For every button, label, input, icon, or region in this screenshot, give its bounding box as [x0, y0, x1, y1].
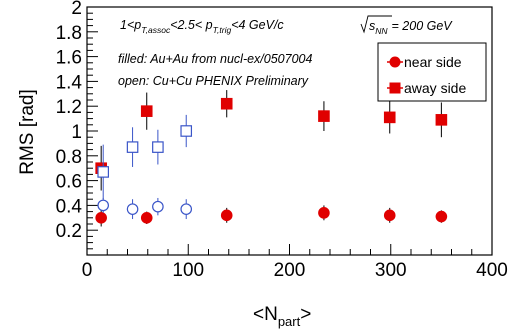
- data-point: [318, 110, 330, 122]
- x-axis-title: <Npart>: [253, 304, 311, 329]
- y-tick-labels: 0.2 0.4 0.6 0.8 1 1.2 1.4 1.6 1.8 2: [56, 0, 83, 242]
- data-point: [126, 203, 139, 215]
- x-tick-label: 200: [274, 260, 306, 281]
- data-point: [180, 125, 193, 137]
- sqrt-sign: [360, 15, 392, 34]
- data-point: [435, 210, 448, 223]
- legend-near-label: near side: [404, 54, 462, 70]
- y-tick-label: 0.8: [56, 147, 82, 168]
- legend-near-marker: [389, 56, 401, 68]
- filled-note: filled: Au+Au from nucl-ex/0507004: [118, 52, 312, 66]
- y-tick-label: 0.4: [56, 196, 83, 217]
- y-tick-label: 1.6: [56, 48, 82, 69]
- data-point: [435, 114, 448, 126]
- x-tick-label: 0: [82, 260, 93, 281]
- y-tick-label: 1: [71, 122, 82, 143]
- x-tick-label: 400: [476, 260, 508, 281]
- y-tick-label: 1.4: [56, 72, 83, 93]
- x-tick-labels: 0 100 200 300 400: [82, 260, 508, 281]
- x-axis-title-sub: part: [278, 314, 301, 329]
- data-point: [220, 97, 233, 110]
- series-3: [97, 114, 193, 200]
- x-tick-label: 100: [172, 260, 204, 281]
- x-axis-title-main: <N: [253, 304, 278, 325]
- data-points: [95, 90, 448, 227]
- data-point: [152, 141, 164, 153]
- y-tick-label: 1.2: [56, 97, 82, 118]
- y-tick-label: 0.6: [56, 172, 82, 193]
- data-point: [140, 105, 153, 117]
- y-tick-label: 2: [71, 0, 82, 19]
- series-2: [97, 197, 193, 220]
- data-point: [152, 200, 164, 213]
- series-0: [95, 205, 448, 227]
- data-point: [97, 166, 109, 178]
- data-point: [220, 209, 233, 222]
- axis-ticks: [87, 12, 473, 255]
- data-point: [383, 111, 396, 124]
- data-point: [95, 212, 107, 224]
- y-axis-title: RMS [rad]: [17, 89, 38, 175]
- y-tick-label: 0.2: [56, 221, 82, 242]
- data-point: [97, 199, 109, 212]
- data-point: [126, 141, 139, 153]
- data-point: [180, 203, 193, 215]
- legend: near side away side: [377, 42, 487, 102]
- data-point: [318, 207, 330, 219]
- x-axis-title-end: >: [300, 304, 311, 325]
- energy-text: sNN = 200 GeV: [369, 19, 453, 36]
- open-note: open: Cu+Cu PHENIX Preliminary: [118, 74, 309, 88]
- energy-annotation: sNN = 200 GeV: [360, 15, 453, 36]
- data-point: [383, 209, 396, 222]
- x-tick-label: 300: [375, 260, 407, 281]
- kinematics-annotation: 1<pT,assoc<2.5< pT,trig<4 GeV/c: [120, 18, 284, 35]
- legend-away-label: away side: [404, 80, 466, 96]
- y-tick-label: 1.8: [56, 23, 82, 44]
- data-point: [140, 212, 153, 224]
- legend-away-marker: [389, 82, 401, 94]
